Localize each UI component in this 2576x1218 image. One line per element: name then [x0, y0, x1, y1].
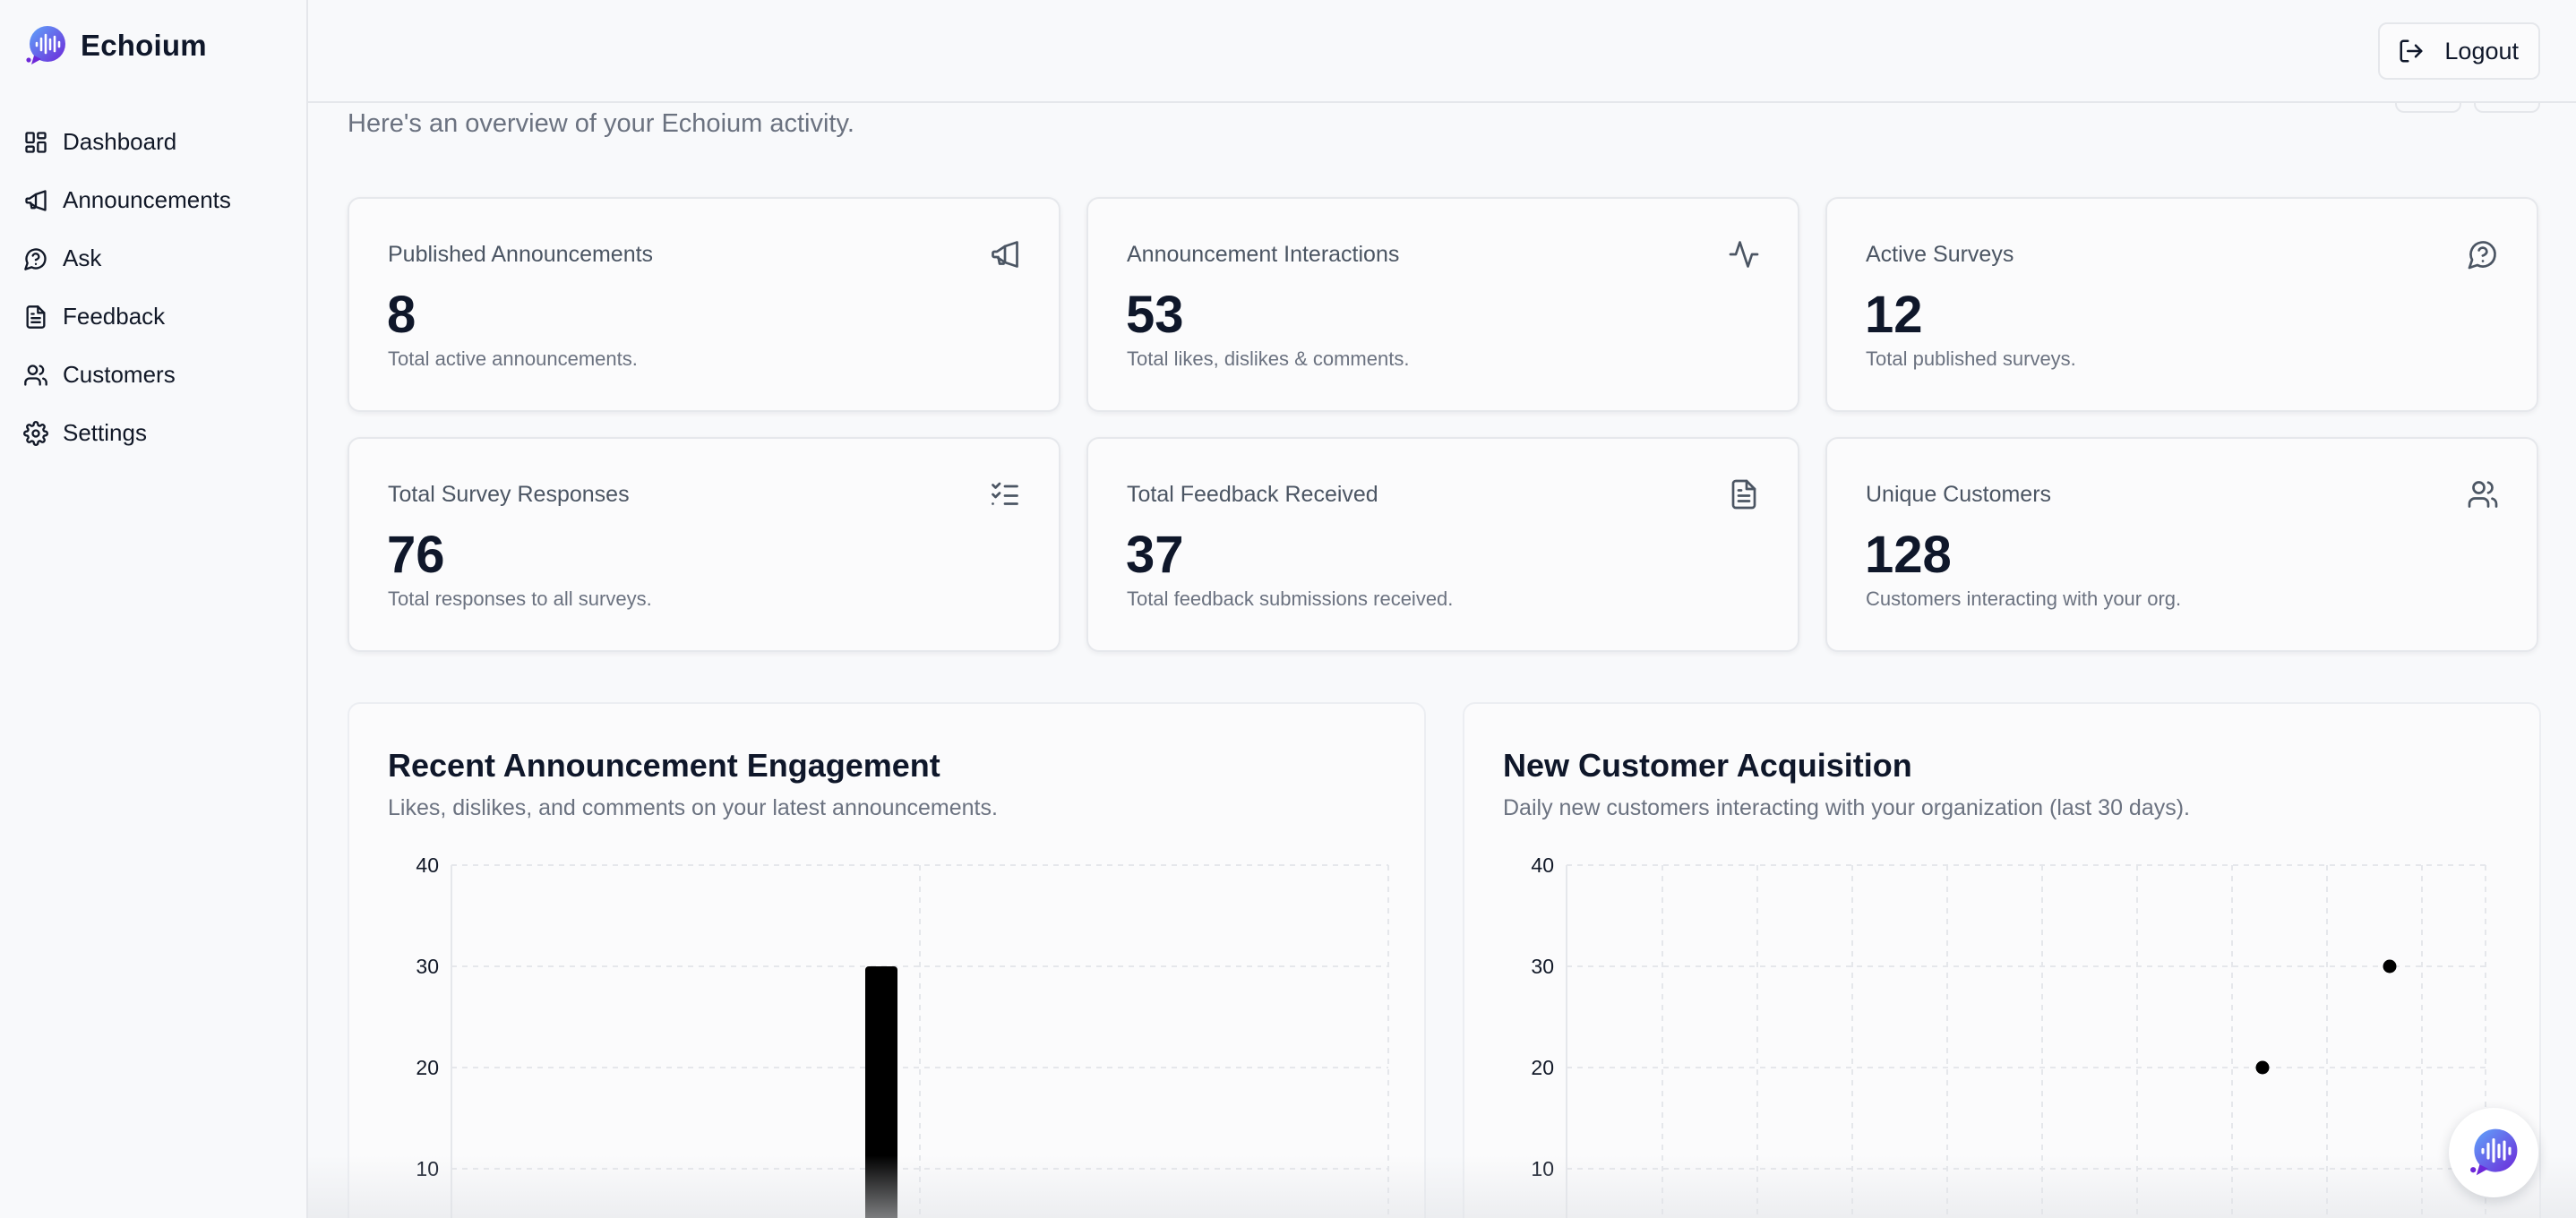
y-tick-label: 30	[416, 955, 439, 978]
sidebar-item-label: Ask	[63, 244, 102, 271]
message-question-icon	[2468, 241, 2496, 270]
stat-value: 76	[387, 526, 445, 584]
y-tick-label: 40	[416, 853, 439, 877]
engagement-chart-card: Recent Announcement Engagement Likes, di…	[348, 702, 1426, 1218]
y-tick-label: 30	[1531, 955, 1554, 978]
sidebar-item-dashboard[interactable]: Dashboard	[23, 113, 292, 171]
sidebar-item-label: Customers	[63, 361, 176, 388]
stat-card-announcement-interactions: Announcement Interactions 53 Total likes…	[1086, 197, 1799, 412]
stat-subtitle: Total likes, dislikes & comments.	[1127, 347, 1410, 370]
stat-value: 8	[387, 286, 416, 344]
stat-subtitle: Total active announcements.	[388, 347, 638, 370]
checklist-icon	[992, 482, 1018, 505]
stat-title: Published Announcements	[388, 242, 654, 267]
document-icon	[1731, 479, 1756, 510]
sidebar-item-label: Announcements	[63, 186, 231, 213]
sidebar-item-label: Dashboard	[63, 128, 177, 155]
megaphone-icon	[25, 189, 47, 211]
top-bar: Logout	[308, 0, 2576, 103]
sidebar-item-settings[interactable]: Settings	[23, 404, 292, 462]
stat-card-published-announcements: Published Announcements 8 Total active a…	[348, 197, 1060, 412]
document-icon	[26, 304, 46, 329]
stat-card-total-feedback-received: Total Feedback Received 37 Total feedbac…	[1086, 437, 1799, 652]
users-icon	[24, 364, 47, 386]
stat-title: Active Surveys	[1866, 242, 2014, 267]
stat-card-total-survey-responses: Total Survey Responses 76 Total response…	[348, 437, 1060, 652]
logout-button[interactable]: Logout	[2378, 22, 2540, 80]
scatter-point	[2255, 1060, 2270, 1075]
sidebar-nav: Dashboard Announcements Ask Feedback Cus…	[23, 113, 292, 462]
engagement-bar-chart: 10 20 30 40	[416, 853, 1389, 1218]
y-tick-label: 10	[1531, 1157, 1554, 1180]
users-icon	[2468, 481, 2498, 508]
chart-subtitle: Daily new customers interacting with you…	[1503, 795, 2191, 820]
brand[interactable]: Echoium	[23, 23, 207, 68]
overview-text: Here's an overview of your Echoium activ…	[348, 109, 854, 138]
logout-label: Logout	[2444, 37, 2519, 64]
stat-subtitle: Total responses to all surveys.	[388, 588, 652, 610]
y-tick-label: 10	[416, 1157, 439, 1180]
sidebar-item-label: Feedback	[63, 303, 166, 330]
stat-title: Total Survey Responses	[388, 482, 630, 507]
stat-subtitle: Customers interacting with your org.	[1866, 588, 2182, 610]
stat-title: Total Feedback Received	[1127, 482, 1378, 507]
echoium-chat-icon	[2470, 1128, 2518, 1176]
stat-subtitle: Total feedback submissions received.	[1127, 588, 1454, 610]
sidebar-item-label: Settings	[63, 419, 147, 446]
stat-title: Announcement Interactions	[1127, 242, 1400, 267]
bar-mark	[865, 966, 897, 1218]
stat-card-active-surveys: Active Surveys 12 Total published survey…	[1825, 197, 2538, 412]
stat-value: 37	[1126, 526, 1184, 584]
chart-subtitle: Likes, dislikes, and comments on your la…	[388, 795, 998, 820]
dashboard-grid-icon	[25, 131, 47, 153]
sidebar-item-feedback[interactable]: Feedback	[23, 287, 292, 346]
chart-title: Recent Announcement Engagement	[388, 747, 940, 784]
stat-subtitle: Total published surveys.	[1866, 347, 2076, 370]
stat-card-unique-customers: Unique Customers 128 Customers interacti…	[1825, 437, 2538, 652]
sidebar-item-customers[interactable]: Customers	[23, 346, 292, 404]
brand-name: Echoium	[81, 29, 207, 62]
y-tick-label: 20	[1531, 1056, 1554, 1079]
sidebar-item-announcements[interactable]: Announcements	[23, 171, 292, 229]
y-tick-label: 40	[1531, 853, 1554, 877]
message-question-icon	[24, 247, 47, 270]
stat-value: 12	[1865, 286, 1923, 344]
stat-title: Unique Customers	[1866, 482, 2052, 507]
echoium-logo-icon	[26, 26, 65, 64]
scatter-point	[2383, 959, 2397, 974]
sidebar-item-ask[interactable]: Ask	[23, 229, 292, 287]
logout-icon	[2400, 39, 2423, 63]
sidebar: Echoium Dashboard Announcements Ask Feed…	[0, 0, 308, 1218]
gear-icon	[23, 420, 48, 446]
activity-icon	[1729, 241, 1759, 268]
acquisition-chart-card: New Customer Acquisition Daily new custo…	[1463, 702, 2541, 1218]
y-tick-label: 20	[416, 1056, 439, 1079]
stat-value: 53	[1126, 286, 1184, 344]
chat-widget-button[interactable]	[2449, 1108, 2538, 1197]
stat-value: 128	[1865, 526, 1952, 584]
megaphone-icon	[992, 241, 1018, 268]
acquisition-scatter-chart: 10 20 30 40	[1531, 853, 2486, 1218]
chart-title: New Customer Acquisition	[1503, 747, 1912, 784]
